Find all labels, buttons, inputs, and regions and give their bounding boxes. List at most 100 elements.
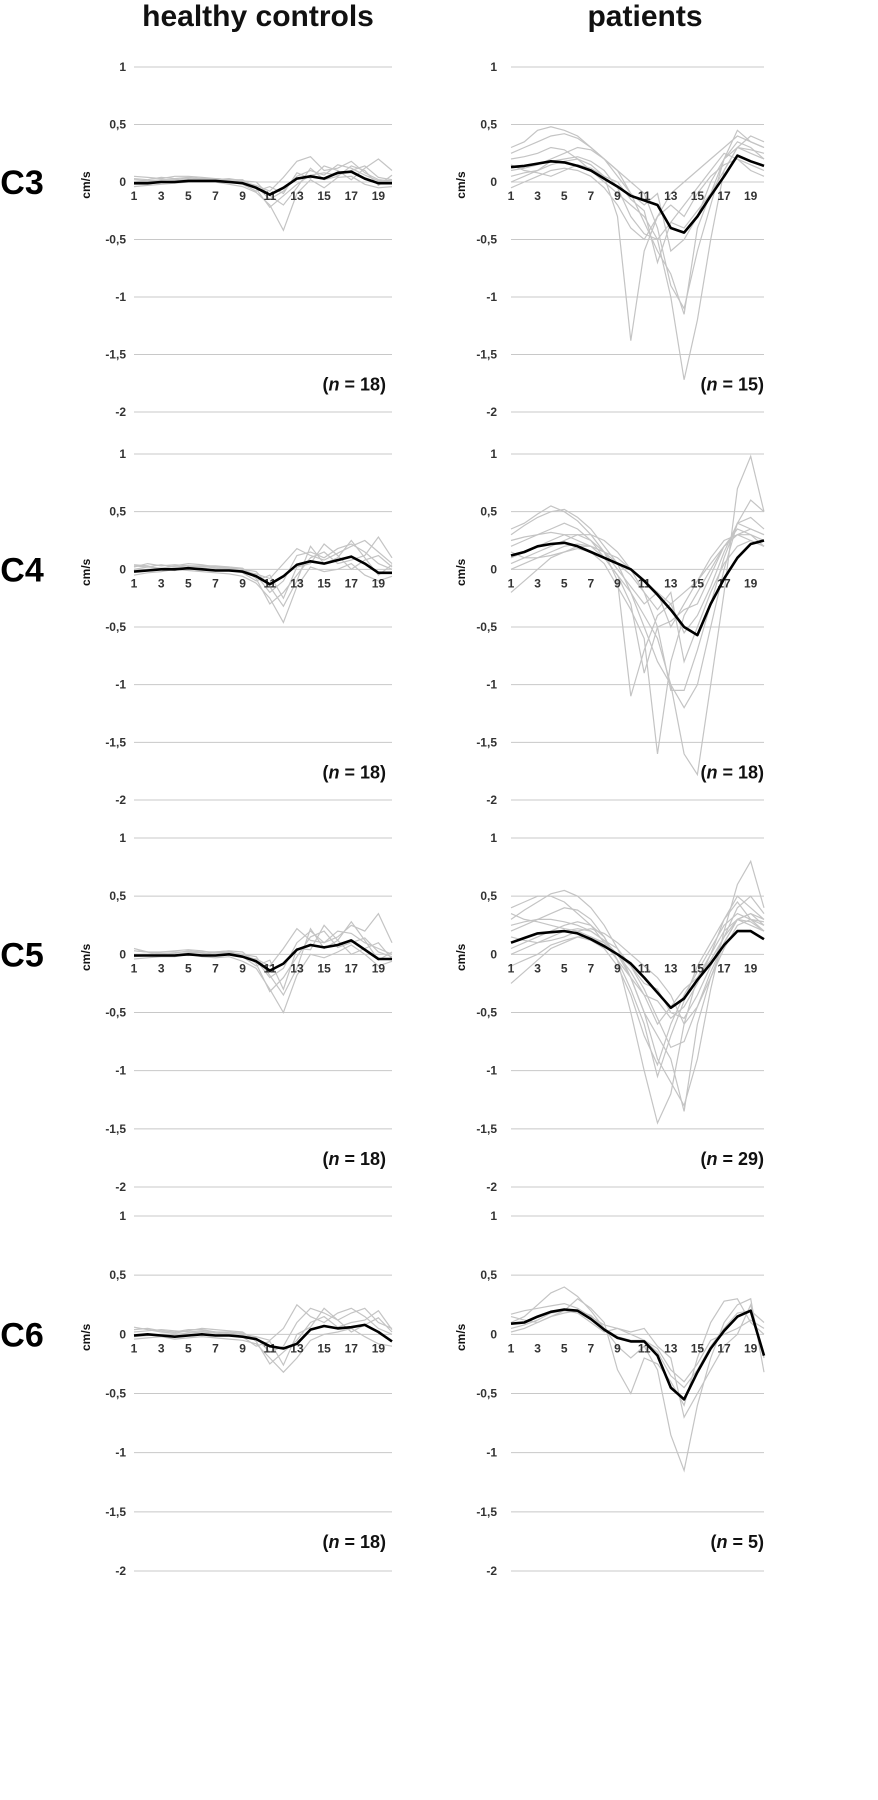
x-tick-label: 7 <box>212 576 219 590</box>
mean-trace <box>133 1323 393 1350</box>
y-tick-label: -2 <box>115 405 126 419</box>
mean-trace <box>133 555 392 586</box>
x-tick-label: 1 <box>508 189 515 203</box>
y-tick-label: -2 <box>486 1564 497 1578</box>
y-tick-label: 0 <box>490 1327 497 1341</box>
y-tick-label: 0 <box>119 1327 126 1341</box>
sample-size-label: (n = 15) <box>700 375 764 395</box>
individual-trace <box>133 1327 393 1374</box>
y-tick-label: 0,5 <box>480 505 497 519</box>
x-tick-label: 1 <box>131 1341 138 1355</box>
y-tick-label: -2 <box>486 793 497 807</box>
chart-panel-c3-patients: 10,50-0,5-1-1,5-2cm/s 1 3 5 7 9 11 13 15 17 19(n =… <box>454 60 765 419</box>
y-tick-label: -1,5 <box>476 348 497 362</box>
y-tick-label: 0 <box>119 947 126 961</box>
individual-trace <box>510 129 765 311</box>
y-tick-label: -0,5 <box>476 620 497 634</box>
x-tick-label: 19 <box>744 189 758 203</box>
x-tick-label: 1 <box>508 1341 515 1355</box>
y-tick-label: -1,5 <box>105 1505 126 1519</box>
chart-panel-c6-patients: 10,50-0,5-1-1,5-2cm/s 1 3 5 7 9 11 13 15 17 19(n =… <box>454 1209 766 1578</box>
x-tick-label: 13 <box>290 189 304 203</box>
y-tick-label: 1 <box>119 447 126 461</box>
x-tick-label: 3 <box>158 1341 165 1355</box>
x-tick-label: 9 <box>614 189 621 203</box>
column-title-healthy-controls: healthy controls <box>142 0 374 33</box>
y-tick-label: -1 <box>486 1446 497 1460</box>
x-tick-label: 15 <box>317 576 331 590</box>
row-label-c4: C4 <box>0 551 44 589</box>
sample-size-label: (n = 18) <box>322 1532 386 1552</box>
x-tick-label: 3 <box>158 961 165 975</box>
individual-trace <box>510 918 765 1049</box>
y-axis-label: cm/s <box>454 943 468 971</box>
y-tick-label: -0,5 <box>105 620 126 634</box>
x-tick-label: 17 <box>345 1341 359 1355</box>
y-tick-label: -0,5 <box>105 233 126 247</box>
individual-trace <box>510 505 765 629</box>
individual-trace <box>510 539 765 664</box>
y-tick-label: -1 <box>486 1064 497 1078</box>
row-label-c6: C6 <box>0 1316 43 1354</box>
x-tick-label: 19 <box>372 576 386 590</box>
y-tick-label: 1 <box>490 831 497 845</box>
chart-panel-c6-controls: 10,50-0,5-1-1,5-2cm/s 1 3 5 7 9 11 13 15 17 19(n =… <box>79 1209 393 1578</box>
y-tick-label: 1 <box>119 831 126 845</box>
individual-trace <box>510 522 765 692</box>
chart-panels: 10,50-0,5-1-1,5-2cm/s 1 3 5 7 9 11 13 15 17 19(n =… <box>0 60 766 1578</box>
x-tick-label: 11 <box>263 961 276 975</box>
x-tick-label: 7 <box>212 189 219 203</box>
row-label-c5: C5 <box>0 936 43 974</box>
x-tick-label: 9 <box>239 576 246 590</box>
y-axis-label: cm/s <box>454 558 468 586</box>
individual-trace <box>510 135 765 241</box>
x-tick-label: 7 <box>212 961 219 975</box>
x-tick-label: 17 <box>345 961 359 975</box>
y-tick-label: 0 <box>490 947 497 961</box>
x-tick-label: 3 <box>534 576 541 590</box>
y-axis-label: cm/s <box>79 558 93 586</box>
y-tick-label: -2 <box>486 1180 497 1194</box>
y-tick-label: -2 <box>486 405 497 419</box>
x-tick-label: 1 <box>131 576 138 590</box>
individual-trace <box>510 499 765 709</box>
individual-trace <box>133 920 393 997</box>
y-tick-label: -1,5 <box>105 1122 126 1136</box>
mean-trace <box>134 939 392 972</box>
y-tick-label: -0,5 <box>476 1387 497 1401</box>
x-tick-label: 15 <box>691 576 705 590</box>
x-tick-label: 7 <box>588 961 595 975</box>
x-tick-label: 5 <box>185 189 192 203</box>
y-tick-label: 0 <box>119 562 126 576</box>
x-tick-label: 9 <box>614 1341 621 1355</box>
mean-trace <box>510 1308 766 1401</box>
individual-trace <box>510 158 765 341</box>
x-tick-label: 19 <box>372 1341 386 1355</box>
column-title-patients: patients <box>587 0 702 33</box>
x-tick-label: 19 <box>372 189 386 203</box>
x-tick-label: 7 <box>212 1341 219 1355</box>
chart-panel-c4-patients: 10,50-0,5-1-1,5-2cm/s 1 3 5 7 9 11 13 15 17 19(n =… <box>454 447 765 807</box>
x-tick-label: 13 <box>664 189 678 203</box>
x-tick-label: 17 <box>717 1341 731 1355</box>
y-axis-label: cm/s <box>454 171 468 199</box>
x-tick-label: 5 <box>185 576 192 590</box>
y-axis-label: cm/s <box>79 943 93 971</box>
individual-trace <box>133 1303 393 1341</box>
chart-panel-c5-patients: 10,50-0,5-1-1,5-2cm/s 1 3 5 7 9 11 13 15 17 19(n =… <box>454 831 765 1194</box>
x-tick-label: 19 <box>744 1341 758 1355</box>
individual-trace <box>510 1302 765 1419</box>
y-tick-label: -1,5 <box>476 735 497 749</box>
x-tick-label: 11 <box>638 961 651 975</box>
y-tick-label: 0,5 <box>480 118 497 132</box>
individual-trace <box>133 539 393 580</box>
individual-trace <box>133 1309 393 1365</box>
chart-panel-c4-controls: 10,50-0,5-1-1,5-2cm/s 1 3 5 7 9 11 13 15 17 19(n =… <box>79 447 393 807</box>
x-tick-label: 3 <box>534 961 541 975</box>
individual-trace <box>133 175 393 232</box>
x-tick-label: 3 <box>158 576 165 590</box>
x-tick-label: 5 <box>561 189 568 203</box>
x-tick-label: 9 <box>239 1341 246 1355</box>
individual-trace <box>133 543 393 594</box>
y-tick-label: -1,5 <box>105 348 126 362</box>
